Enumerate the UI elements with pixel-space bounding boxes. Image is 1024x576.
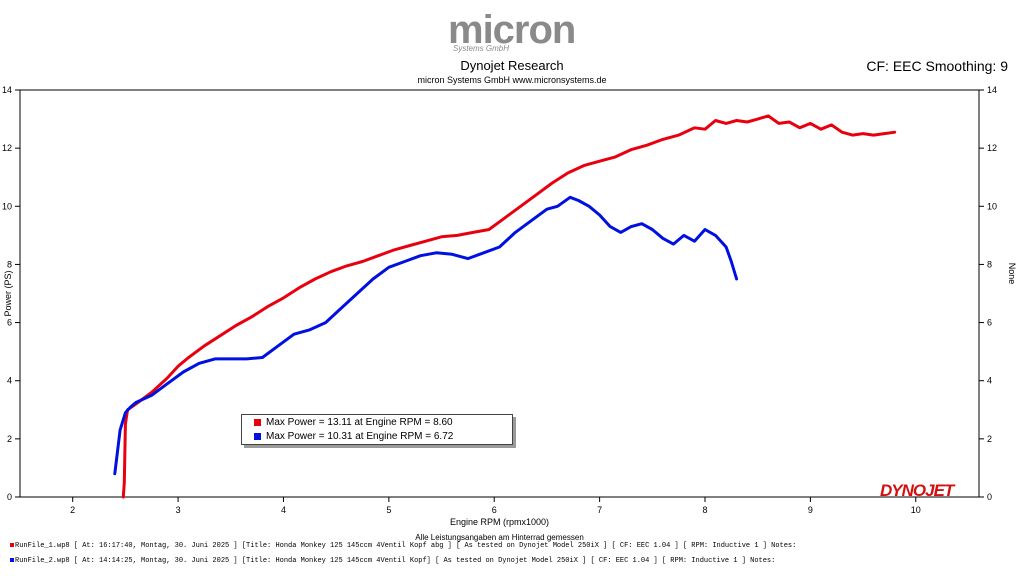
x-tick-label: 2 [70, 505, 75, 515]
y-tick-label-left: 6 [7, 318, 12, 328]
x-tick-label: 10 [911, 505, 921, 515]
runfile-1-swatch [10, 543, 14, 548]
y-tick-label-right: 8 [987, 259, 992, 269]
y-tick-label-left: 14 [2, 85, 12, 95]
y-tick-label-right: 10 [987, 201, 997, 211]
y-tick-label-left: 2 [7, 434, 12, 444]
runfile-1-text: RunFile_1.wp8 [ At: 16:17:40, Montag, 30… [15, 542, 797, 550]
y-tick-label-left: 4 [7, 376, 12, 386]
legend-swatch-red [254, 418, 261, 426]
y-tick-label-right: 14 [987, 85, 997, 95]
x-axis-note: Alle Leistungsangaben am Hinterrad gemes… [415, 533, 584, 542]
legend-item-red: Max Power = 13.11 at Engine RPM = 8.60 [254, 416, 453, 429]
y-tick-label-right: 6 [987, 318, 992, 328]
y-axis-label: Power (PS) [3, 270, 13, 316]
dynojet-logo: DYNOJET [880, 481, 954, 500]
runfile-2-info: RunFile_2.wp8 [ At: 14:14:25, Montag, 30… [10, 557, 775, 565]
x-axis-label: Engine RPM (rpmx1000) [450, 517, 549, 527]
axes-group: 0 0 2 2 4 4 6 6 8 8 10 10 12 12 14 14 2 3 4 5 6 7 8 9 10 Engine R… [2, 85, 1017, 542]
y-axis-label-right: None [1007, 263, 1017, 285]
x-tick-label: 3 [176, 505, 181, 515]
legend-swatch-blue [254, 432, 261, 440]
series-line-1 [121, 114, 897, 499]
y-tick-label-left: 8 [7, 259, 12, 269]
x-tick-label: 4 [281, 505, 286, 515]
runfile-2-text: RunFile_2.wp8 [ At: 14:14:25, Montag, 30… [15, 557, 776, 565]
legend-label-red: Max Power = 13.11 at Engine RPM = 8.60 [266, 417, 453, 428]
legend-box: Max Power = 13.11 at Engine RPM = 8.60 M… [241, 414, 513, 445]
legend-label-blue: Max Power = 10.31 at Engine RPM = 6.72 [266, 431, 454, 442]
x-tick-label: 8 [702, 505, 707, 515]
runfile-2-swatch [10, 558, 14, 563]
runfile-1-info: RunFile_1.wp8 [ At: 16:17:40, Montag, 30… [10, 542, 796, 550]
y-tick-label-right: 12 [987, 143, 997, 153]
y-tick-label-right: 0 [987, 492, 992, 502]
x-tick-label: 7 [597, 505, 602, 515]
plot-frame [19, 89, 980, 498]
chart-subtitle: micron Systems GmbH www.micronsystems.de [417, 75, 607, 85]
y-tick-label-right: 2 [987, 434, 992, 444]
chart-title: Dynojet Research [460, 58, 564, 73]
x-tick-label: 6 [492, 505, 497, 515]
y-tick-label-left: 10 [2, 201, 12, 211]
x-tick-label: 5 [386, 505, 391, 515]
legend-item-blue: Max Power = 10.31 at Engine RPM = 6.72 [254, 430, 453, 443]
micron-logo: micron [448, 8, 576, 52]
y-tick-label-left: 12 [2, 143, 12, 153]
y-tick-label-right: 4 [987, 376, 992, 386]
y-tick-label-left: 0 [7, 492, 12, 502]
correction-factor-label: CF: EEC Smoothing: 9 [866, 58, 1008, 74]
series-line-2 [113, 195, 739, 476]
micron-logo-subtitle: Systems GmbH [453, 44, 510, 53]
x-tick-label: 9 [808, 505, 813, 515]
series-group [113, 114, 897, 499]
